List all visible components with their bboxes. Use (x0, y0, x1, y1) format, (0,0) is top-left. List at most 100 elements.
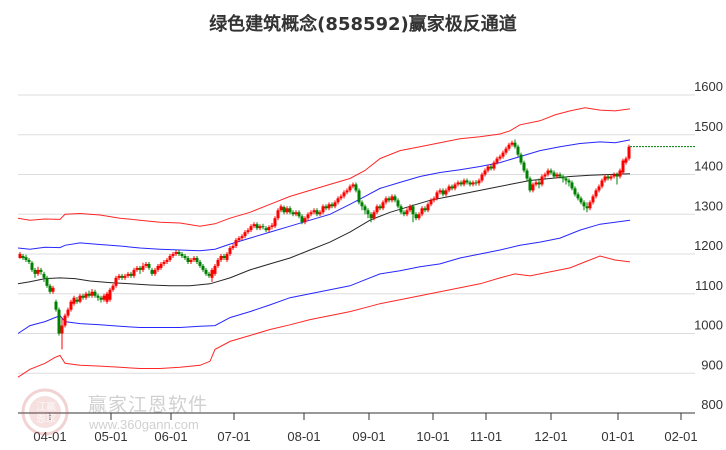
candle-body (336, 198, 340, 203)
candle-body (105, 293, 109, 302)
candle-body (372, 212, 376, 219)
candle (165, 257, 169, 264)
candle (348, 184, 352, 193)
candle (264, 226, 268, 233)
candle-body (465, 180, 469, 183)
candle-body (594, 190, 598, 197)
candle (51, 285, 55, 294)
candle-body (315, 210, 319, 215)
candle (294, 210, 298, 217)
candle-body (447, 186, 451, 191)
candle-body (300, 216, 304, 223)
candle-body (60, 325, 64, 334)
candle-body (369, 214, 373, 219)
candle (618, 168, 622, 179)
candle-body (618, 170, 622, 177)
candle (279, 204, 283, 213)
candle-body (216, 259, 220, 266)
candle (615, 172, 619, 185)
candle (177, 250, 181, 256)
x-tick-label: 10-01 (416, 429, 449, 444)
candle-body (390, 196, 394, 201)
candle-body (153, 269, 157, 274)
candle (606, 174, 610, 181)
candle (495, 156, 499, 165)
candle (447, 184, 451, 193)
candle (273, 216, 277, 229)
candle (423, 206, 427, 213)
candle (300, 214, 304, 225)
candle (579, 196, 583, 205)
candle (624, 156, 628, 165)
candle (366, 208, 370, 219)
candle (510, 140, 514, 147)
candle (465, 178, 469, 185)
x-tick-label: 01-01 (601, 429, 634, 444)
candle (219, 254, 223, 262)
candle-body (531, 184, 535, 191)
candle-body (231, 246, 235, 249)
candle (72, 295, 76, 306)
candle-body (39, 269, 43, 272)
candle (576, 192, 580, 201)
candle-body (528, 178, 532, 191)
candle-body (243, 232, 247, 237)
candle (168, 254, 172, 262)
candle (291, 210, 295, 217)
candle-body (27, 259, 31, 262)
svg-text:恩: 恩 (36, 413, 46, 425)
candle-body (471, 182, 475, 185)
candle-body (303, 218, 307, 223)
candle-body (624, 158, 628, 163)
candle-body (198, 261, 202, 266)
candle (540, 174, 544, 187)
candle-body (435, 192, 439, 199)
candle-body (219, 255, 223, 260)
candle-body (438, 190, 442, 193)
candle-body (54, 301, 58, 310)
candle (45, 275, 49, 288)
watermark-brand: 赢家江恩软件 (88, 394, 209, 416)
candle (468, 180, 472, 187)
candle-body (453, 184, 457, 189)
candle (63, 313, 67, 328)
candle-body (159, 263, 163, 268)
candle (501, 150, 505, 159)
candle-body (273, 218, 277, 227)
candle-body (177, 252, 181, 254)
candle (255, 222, 259, 231)
watermark-logo-icon: 江 赢 恩 家 (21, 388, 69, 436)
candle (567, 178, 571, 187)
candle (330, 202, 334, 209)
middle-line (17, 173, 631, 287)
chart-title: 绿色建筑概念(858592)赢家极反通道 (209, 14, 517, 35)
candle (477, 178, 481, 186)
candle (360, 200, 364, 211)
candle-body (324, 206, 328, 209)
candle-body (333, 202, 337, 207)
candle-body (591, 196, 595, 203)
candle (213, 263, 217, 276)
candle (516, 144, 520, 157)
watermark-url: www.360gann.com (89, 417, 199, 432)
candle (402, 210, 406, 217)
candle (462, 178, 466, 187)
candle (327, 202, 331, 211)
candle-body (474, 182, 478, 184)
candle (504, 146, 508, 155)
candle (102, 293, 106, 302)
candle (342, 190, 346, 199)
candle-body (492, 162, 496, 169)
candle-body (378, 206, 382, 209)
candle-body (252, 224, 256, 227)
candle (537, 178, 541, 189)
candle-body (45, 277, 49, 286)
candle-body (375, 206, 379, 213)
candle-body (285, 208, 289, 213)
candle (408, 204, 412, 213)
svg-text:赢: 赢 (46, 400, 56, 413)
candle (90, 288, 94, 298)
candle (534, 180, 538, 187)
candle-body (96, 295, 100, 298)
